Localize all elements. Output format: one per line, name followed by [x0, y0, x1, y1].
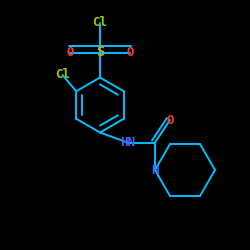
Text: O: O	[126, 46, 134, 59]
Text: O: O	[166, 114, 174, 126]
Text: Cl: Cl	[55, 68, 70, 82]
Text: S: S	[96, 46, 104, 60]
Text: N: N	[151, 164, 159, 176]
Text: O: O	[66, 46, 74, 59]
Text: HN: HN	[120, 136, 135, 149]
Text: Cl: Cl	[92, 16, 108, 29]
